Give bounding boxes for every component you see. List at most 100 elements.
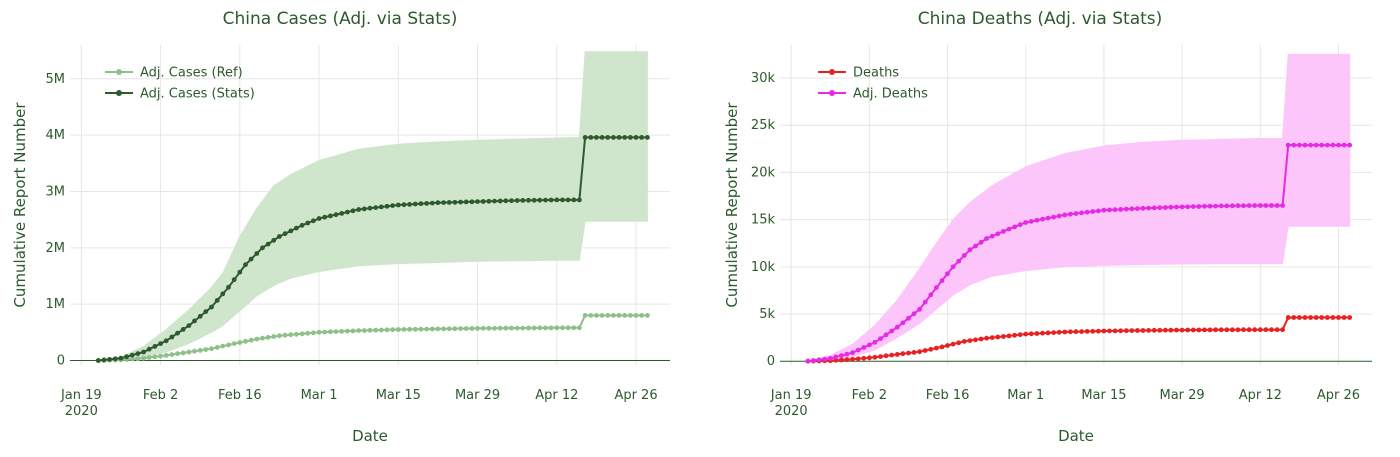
- data-point[interactable]: [124, 354, 129, 360]
- data-point[interactable]: [1269, 327, 1274, 333]
- data-point[interactable]: [1185, 327, 1191, 333]
- data-point[interactable]: [1107, 328, 1112, 334]
- data-point[interactable]: [950, 264, 956, 270]
- data-point[interactable]: [1263, 203, 1269, 208]
- data-point[interactable]: [260, 335, 265, 341]
- data-point[interactable]: [1285, 142, 1291, 148]
- data-point[interactable]: [475, 199, 480, 205]
- data-point[interactable]: [639, 313, 645, 318]
- data-point[interactable]: [412, 326, 418, 332]
- data-point[interactable]: [390, 203, 395, 209]
- data-point[interactable]: [214, 298, 220, 303]
- data-point[interactable]: [452, 326, 458, 332]
- data-point[interactable]: [628, 313, 633, 318]
- data-point[interactable]: [486, 325, 492, 331]
- data-point[interactable]: [429, 200, 435, 206]
- data-point[interactable]: [469, 199, 475, 205]
- data-point[interactable]: [237, 269, 243, 275]
- data-point[interactable]: [209, 304, 214, 310]
- data-point[interactable]: [939, 278, 945, 284]
- data-point[interactable]: [911, 311, 917, 317]
- data-point[interactable]: [950, 341, 956, 347]
- data-point[interactable]: [906, 350, 911, 356]
- data-point[interactable]: [883, 353, 889, 359]
- data-point[interactable]: [294, 225, 299, 231]
- data-point[interactable]: [622, 135, 628, 140]
- data-point[interactable]: [1291, 142, 1297, 148]
- data-point[interactable]: [135, 351, 141, 356]
- data-point[interactable]: [1146, 205, 1151, 211]
- data-point[interactable]: [855, 356, 861, 362]
- data-point[interactable]: [1336, 142, 1341, 148]
- data-point[interactable]: [129, 352, 135, 358]
- data-point[interactable]: [311, 330, 316, 336]
- data-point[interactable]: [543, 197, 548, 203]
- data-point[interactable]: [839, 357, 844, 363]
- data-point[interactable]: [1034, 331, 1040, 336]
- data-point[interactable]: [1157, 327, 1163, 333]
- data-point[interactable]: [1084, 329, 1090, 334]
- data-point[interactable]: [1023, 331, 1029, 337]
- data-point[interactable]: [1006, 333, 1012, 339]
- data-point[interactable]: [1308, 142, 1313, 148]
- data-point[interactable]: [169, 352, 175, 357]
- data-point[interactable]: [1190, 327, 1196, 333]
- data-point[interactable]: [407, 326, 412, 332]
- data-point[interactable]: [316, 216, 322, 221]
- data-point[interactable]: [1319, 142, 1325, 148]
- data-point[interactable]: [531, 197, 537, 203]
- data-point[interactable]: [1062, 329, 1068, 335]
- data-point[interactable]: [390, 327, 395, 333]
- data-point[interactable]: [588, 313, 594, 318]
- data-point[interactable]: [571, 325, 577, 331]
- data-point[interactable]: [107, 357, 112, 362]
- data-point[interactable]: [203, 347, 209, 352]
- data-point[interactable]: [1006, 226, 1012, 232]
- data-point[interactable]: [186, 323, 192, 328]
- data-point[interactable]: [135, 356, 141, 362]
- data-point[interactable]: [152, 344, 158, 349]
- data-point[interactable]: [588, 135, 594, 140]
- data-point[interactable]: [1313, 315, 1319, 320]
- data-point[interactable]: [299, 222, 305, 228]
- data-point[interactable]: [288, 332, 294, 338]
- data-point[interactable]: [1028, 219, 1034, 224]
- data-point[interactable]: [571, 197, 577, 203]
- data-point[interactable]: [1274, 203, 1280, 208]
- data-point[interactable]: [554, 325, 560, 331]
- data-point[interactable]: [328, 329, 333, 335]
- data-point[interactable]: [446, 326, 452, 332]
- data-point[interactable]: [599, 313, 605, 318]
- data-point[interactable]: [605, 313, 611, 318]
- data-point[interactable]: [906, 315, 911, 321]
- data-point[interactable]: [356, 328, 362, 333]
- data-point[interactable]: [917, 306, 922, 312]
- data-point[interactable]: [531, 325, 537, 331]
- data-point[interactable]: [424, 326, 429, 332]
- data-point[interactable]: [565, 197, 571, 203]
- data-point[interactable]: [231, 277, 237, 283]
- data-point[interactable]: [577, 197, 582, 203]
- data-point[interactable]: [1056, 213, 1062, 219]
- data-point[interactable]: [237, 340, 243, 345]
- data-point[interactable]: [95, 358, 101, 363]
- data-point[interactable]: [928, 292, 934, 298]
- data-point[interactable]: [565, 325, 571, 331]
- data-point[interactable]: [475, 326, 480, 331]
- data-point[interactable]: [322, 214, 328, 220]
- data-point[interactable]: [367, 327, 373, 333]
- data-point[interactable]: [1084, 209, 1090, 215]
- data-point[interactable]: [1123, 328, 1129, 334]
- data-point[interactable]: [254, 336, 260, 342]
- data-point[interactable]: [1269, 203, 1274, 208]
- data-point[interactable]: [1140, 205, 1146, 211]
- data-point[interactable]: [356, 207, 362, 212]
- data-point[interactable]: [118, 355, 124, 361]
- data-point[interactable]: [141, 355, 147, 361]
- data-point[interactable]: [1241, 327, 1246, 333]
- data-point[interactable]: [458, 199, 463, 205]
- data-point[interactable]: [945, 271, 950, 277]
- data-point[interactable]: [316, 329, 322, 335]
- data-point[interactable]: [226, 342, 231, 348]
- data-point[interactable]: [367, 205, 373, 211]
